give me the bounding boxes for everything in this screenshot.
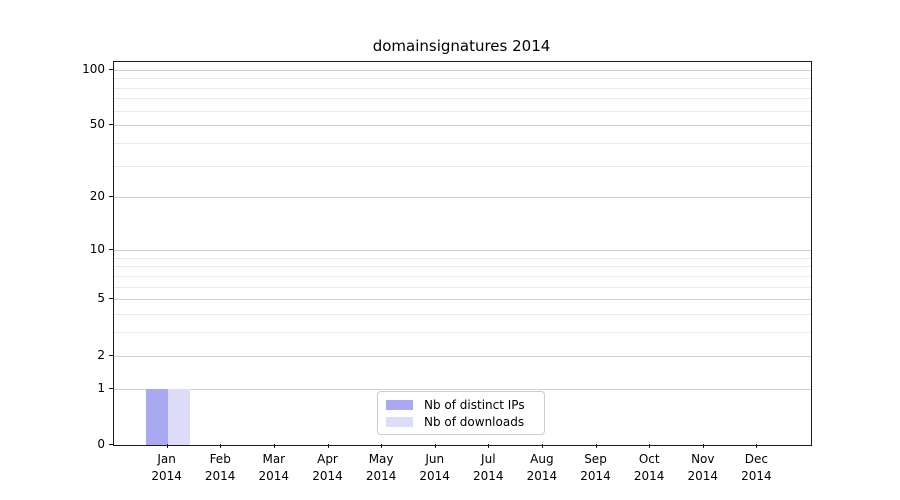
gridline-minor	[114, 314, 811, 316]
bar-nb-of-downloads-jan	[167, 388, 190, 445]
x-axis-tick-label-year: 2014	[312, 469, 343, 483]
x-axis-tick-label: Feb 2014	[192, 451, 248, 485]
x-axis-tick-label: Oct 2014	[621, 451, 677, 485]
x-axis-tick	[756, 444, 758, 448]
x-axis-tick	[649, 444, 651, 448]
gridline-minor	[114, 286, 811, 288]
x-axis-tick	[166, 444, 168, 448]
x-axis-tick-label-year: 2014	[365, 469, 397, 483]
y-axis-tick	[109, 249, 113, 250]
y-axis-tick	[109, 444, 113, 445]
x-axis-tick-label-year: 2014	[258, 469, 290, 483]
y-axis-tick	[109, 124, 113, 126]
x-axis-tick-label-year: 2014	[419, 469, 450, 483]
gridline-minor	[114, 87, 811, 89]
x-axis-tick-label: Dec 2014	[728, 451, 784, 485]
y-axis-tick-label: 5	[97, 291, 105, 306]
x-axis-tick	[220, 444, 222, 448]
y-axis-tick	[109, 196, 113, 198]
x-axis-tick-label-month: Feb	[209, 452, 231, 466]
legend-item: Nb of distinct IPs	[378, 397, 544, 414]
bar-nb-of-distinct-ips-jan	[145, 388, 168, 445]
y-axis-tick	[109, 68, 113, 70]
x-axis-tick-label-month: Dec	[744, 452, 768, 466]
gridline-minor	[114, 98, 811, 100]
chart-title: domainsignatures 2014	[372, 37, 551, 55]
y-axis-tick	[109, 387, 113, 389]
x-axis-tick-label-month: Apr	[317, 452, 338, 466]
gridline-minor	[114, 143, 811, 144]
legend-swatch-distinct-ips	[386, 400, 413, 410]
x-axis-tick-label-year: 2014	[473, 469, 504, 483]
gridline-major	[114, 299, 811, 301]
gridline-major	[114, 69, 811, 71]
x-axis-tick-label: Nov 2014	[675, 451, 731, 485]
gridline-minor	[114, 266, 811, 268]
y-axis-tick-label: 20	[89, 189, 105, 204]
gridline-minor	[114, 275, 811, 277]
x-axis-tick-label-month: Sep	[584, 452, 607, 466]
x-axis-tick-label: Mar 2014	[246, 451, 302, 485]
gridline-minor	[114, 110, 811, 112]
x-axis-tick	[434, 444, 436, 448]
x-axis-tick	[488, 444, 490, 448]
legend-label: Nb of downloads	[424, 415, 525, 429]
x-axis-tick-label: Aug 2014	[514, 451, 570, 485]
legend-label: Nb of distinct IPs	[424, 398, 525, 412]
y-axis-tick-label: 10	[89, 242, 105, 256]
x-axis-tick-label-year: 2014	[204, 469, 236, 483]
x-axis-tick-label: Jan 2014	[139, 451, 195, 485]
x-axis-tick-label-month: Oct	[638, 452, 660, 466]
x-axis-tick-label-year: 2014	[151, 469, 182, 483]
x-axis-tick-label-month: Nov	[691, 452, 715, 466]
y-axis-tick-label: 50	[89, 117, 105, 132]
plot-area	[113, 61, 812, 446]
x-axis-tick-label-month: Jul	[481, 452, 496, 466]
x-axis-tick	[702, 444, 704, 448]
x-axis-tick-label: Apr 2014	[300, 451, 356, 485]
x-axis-tick	[273, 444, 275, 448]
gridline-minor	[114, 78, 811, 80]
y-axis-tick-label: 2	[97, 347, 105, 362]
x-axis-tick-label: Jun 2014	[407, 451, 463, 485]
x-axis-tick-label-month: May	[368, 452, 394, 466]
gridline-major	[114, 388, 811, 390]
x-axis-tick-label-year: 2014	[526, 469, 558, 483]
legend-swatch-downloads	[386, 417, 413, 427]
y-axis-tick-label: 0	[97, 437, 105, 451]
x-axis-tick	[541, 444, 543, 448]
gridline-major	[114, 125, 811, 127]
gridline-minor	[114, 165, 811, 167]
y-axis-tick-label: 100	[82, 61, 105, 76]
y-axis-tick	[109, 354, 113, 356]
x-axis-tick-label: Jul 2014	[460, 451, 516, 485]
legend: Nb of distinct IPs Nb of downloads	[377, 391, 545, 435]
x-axis-tick	[381, 444, 383, 448]
x-axis-tick-label-year: 2014	[741, 469, 772, 483]
x-axis-tick-label-year: 2014	[580, 469, 611, 483]
gridline-major	[114, 355, 811, 357]
x-axis-tick-label-year: 2014	[687, 469, 719, 483]
gridline-minor	[114, 332, 811, 334]
x-axis-tick-label: May 2014	[353, 451, 409, 485]
y-axis-tick	[109, 298, 113, 300]
x-axis-tick-label-year: 2014	[633, 469, 665, 483]
legend-item: Nb of downloads	[378, 414, 544, 431]
gridline-major	[114, 250, 811, 251]
x-axis-tick-label-month: Mar	[262, 452, 286, 466]
x-axis-tick	[327, 444, 329, 448]
x-axis-tick-label-month: Aug	[530, 452, 554, 466]
gridline-major	[114, 197, 811, 199]
x-axis-tick-label-month: Jan	[157, 452, 176, 466]
x-axis-tick	[595, 444, 597, 448]
x-axis-tick-label: Sep 2014	[568, 451, 624, 485]
gridline-minor	[114, 257, 811, 259]
y-axis-tick-label: 1	[97, 380, 105, 395]
x-axis-tick-label-month: Jun	[425, 452, 445, 466]
